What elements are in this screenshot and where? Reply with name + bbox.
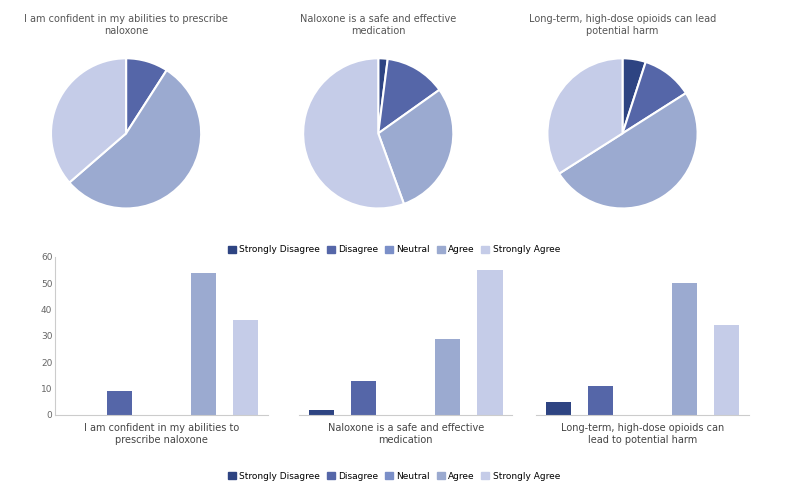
Wedge shape: [623, 58, 645, 133]
Bar: [191, 273, 216, 415]
Wedge shape: [303, 58, 404, 208]
Bar: [714, 326, 739, 415]
X-axis label: Naloxone is a safe and effective
medication: Naloxone is a safe and effective medicat…: [328, 423, 484, 445]
Wedge shape: [126, 58, 167, 133]
Bar: [351, 381, 377, 415]
Title: I am confident in my abilities to prescribe
naloxone: I am confident in my abilities to prescr…: [24, 14, 228, 36]
Bar: [671, 283, 697, 415]
Wedge shape: [548, 58, 623, 173]
Legend: Strongly Disagree, Disagree, Neutral, Agree, Strongly Agree: Strongly Disagree, Disagree, Neutral, Ag…: [224, 242, 564, 258]
Wedge shape: [378, 58, 388, 133]
Bar: [478, 270, 503, 415]
Title: Naloxone is a safe and effective
medication: Naloxone is a safe and effective medicat…: [300, 14, 456, 36]
Wedge shape: [378, 90, 453, 204]
Bar: [435, 338, 460, 415]
X-axis label: I am confident in my abilities to
prescribe naloxone: I am confident in my abilities to prescr…: [84, 423, 240, 445]
Bar: [309, 410, 334, 415]
X-axis label: Long-term, high-dose opioids can
lead to potential harm: Long-term, high-dose opioids can lead to…: [560, 423, 724, 445]
Title: Long-term, high-dose opioids can lead
potential harm: Long-term, high-dose opioids can lead po…: [529, 14, 716, 36]
Bar: [588, 386, 613, 415]
Wedge shape: [559, 93, 697, 208]
Bar: [233, 320, 258, 415]
Wedge shape: [51, 58, 126, 183]
Wedge shape: [69, 70, 201, 208]
Wedge shape: [378, 59, 440, 133]
Legend: Strongly Disagree, Disagree, Neutral, Agree, Strongly Agree: Strongly Disagree, Disagree, Neutral, Ag…: [224, 468, 564, 485]
Wedge shape: [623, 62, 686, 133]
Bar: [107, 391, 132, 415]
Bar: [545, 402, 571, 415]
